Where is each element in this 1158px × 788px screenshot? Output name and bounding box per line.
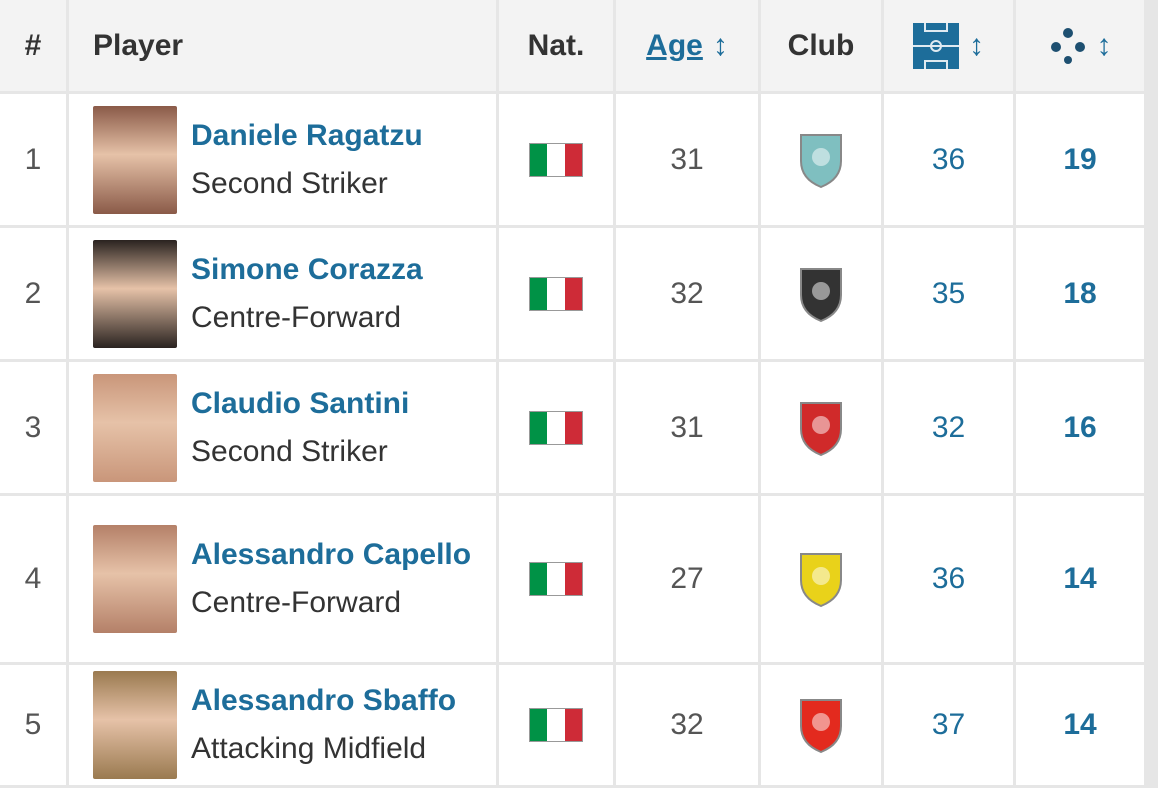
header-nationality: Nat.	[499, 0, 613, 91]
age-sort-link[interactable]: Age	[646, 28, 703, 62]
player-name-link[interactable]: Daniele Ragatzu	[191, 118, 423, 152]
table-row: 2 Simone Corazza Centre-Forward 32 35 18	[0, 228, 1144, 359]
age: 31	[616, 94, 758, 225]
nationality-cell	[499, 362, 613, 493]
player-photo[interactable]	[93, 373, 177, 482]
table-row: 4 Alessandro Capello Centre-Forward 27 36…	[0, 496, 1144, 662]
sort-icon[interactable]: ↕	[969, 28, 984, 62]
player-position: Centre-Forward	[191, 586, 402, 619]
nationality-cell	[499, 665, 613, 785]
club-crest-icon[interactable]	[797, 265, 845, 323]
player-position: Centre-Forward	[191, 300, 402, 334]
club-cell[interactable]	[761, 665, 881, 785]
player-cell: Alessandro Sbaffo Attacking Midfield	[69, 665, 496, 785]
player-photo[interactable]	[93, 525, 177, 633]
table-row: 1 Daniele Ragatzu Second Striker 31 36 19	[0, 94, 1144, 225]
italy-flag-icon	[529, 142, 583, 177]
nationality-cell	[499, 228, 613, 359]
player-photo[interactable]	[93, 105, 177, 214]
club-cell[interactable]	[761, 362, 881, 493]
appearances-link[interactable]: 37	[884, 665, 1013, 785]
club-crest-icon[interactable]	[797, 550, 845, 608]
rank: 3	[0, 362, 66, 493]
italy-flag-icon	[529, 708, 583, 742]
age: 27	[616, 496, 758, 662]
player-name-link[interactable]: Claudio Santini	[191, 386, 410, 420]
table-row: 5 Alessandro Sbaffo Attacking Midfield 32…	[0, 665, 1144, 785]
italy-flag-icon	[529, 276, 583, 311]
player-position: Second Striker	[191, 434, 388, 468]
rank: 4	[0, 496, 66, 662]
nationality-cell	[499, 496, 613, 662]
sort-icon[interactable]: ↕	[1096, 28, 1112, 62]
age: 32	[616, 228, 758, 359]
rank: 2	[0, 228, 66, 359]
club-cell[interactable]	[761, 496, 881, 662]
player-name-link[interactable]: Alessandro Sbaffo	[191, 684, 457, 717]
player-cell: Claudio Santini Second Striker	[69, 362, 496, 493]
goals-link[interactable]: 14	[1016, 496, 1144, 662]
header-rank: #	[0, 0, 66, 91]
player-position: Attacking Midfield	[191, 732, 427, 765]
player-name-link[interactable]: Alessandro Capello	[191, 538, 472, 571]
rank: 1	[0, 94, 66, 225]
nationality-cell	[499, 94, 613, 225]
appearances-link[interactable]: 35	[884, 228, 1013, 359]
player-position: Second Striker	[191, 166, 388, 200]
rank: 5	[0, 665, 66, 785]
header-age-sort[interactable]: Age ↕	[616, 0, 758, 91]
player-name-link[interactable]: Simone Corazza	[191, 252, 423, 286]
player-cell: Simone Corazza Centre-Forward	[69, 228, 496, 359]
club-cell[interactable]	[761, 94, 881, 225]
appearances-link[interactable]: 32	[884, 362, 1013, 493]
italy-flag-icon	[529, 562, 583, 596]
header-appearances-sort[interactable]: ↕	[884, 0, 1013, 91]
age: 31	[616, 362, 758, 493]
table-row: 3 Claudio Santini Second Striker 31 32 16	[0, 362, 1144, 493]
table-header: # Player Nat. Age ↕ Club ↕ ↕	[0, 0, 1144, 91]
club-cell[interactable]	[761, 228, 881, 359]
italy-flag-icon	[529, 410, 583, 445]
header-club: Club	[761, 0, 881, 91]
player-photo[interactable]	[93, 239, 177, 348]
football-icon[interactable]	[1049, 27, 1087, 65]
club-crest-icon[interactable]	[797, 131, 845, 189]
appearances-link[interactable]: 36	[884, 94, 1013, 225]
header-goals-sort[interactable]: ↕	[1016, 0, 1144, 91]
header-player: Player	[69, 0, 496, 91]
club-crest-icon[interactable]	[797, 399, 845, 457]
sort-icon[interactable]: ↕	[712, 28, 728, 62]
player-cell: Daniele Ragatzu Second Striker	[69, 94, 496, 225]
appearances-link[interactable]: 36	[884, 496, 1013, 662]
goals-link[interactable]: 16	[1016, 362, 1144, 493]
goals-link[interactable]: 14	[1016, 665, 1144, 785]
club-crest-icon[interactable]	[797, 696, 845, 754]
pitch-icon[interactable]	[913, 22, 959, 69]
age: 32	[616, 665, 758, 785]
player-cell: Alessandro Capello Centre-Forward	[69, 496, 496, 662]
goals-link[interactable]: 18	[1016, 228, 1144, 359]
player-photo[interactable]	[93, 671, 177, 779]
goals-link[interactable]: 19	[1016, 94, 1144, 225]
